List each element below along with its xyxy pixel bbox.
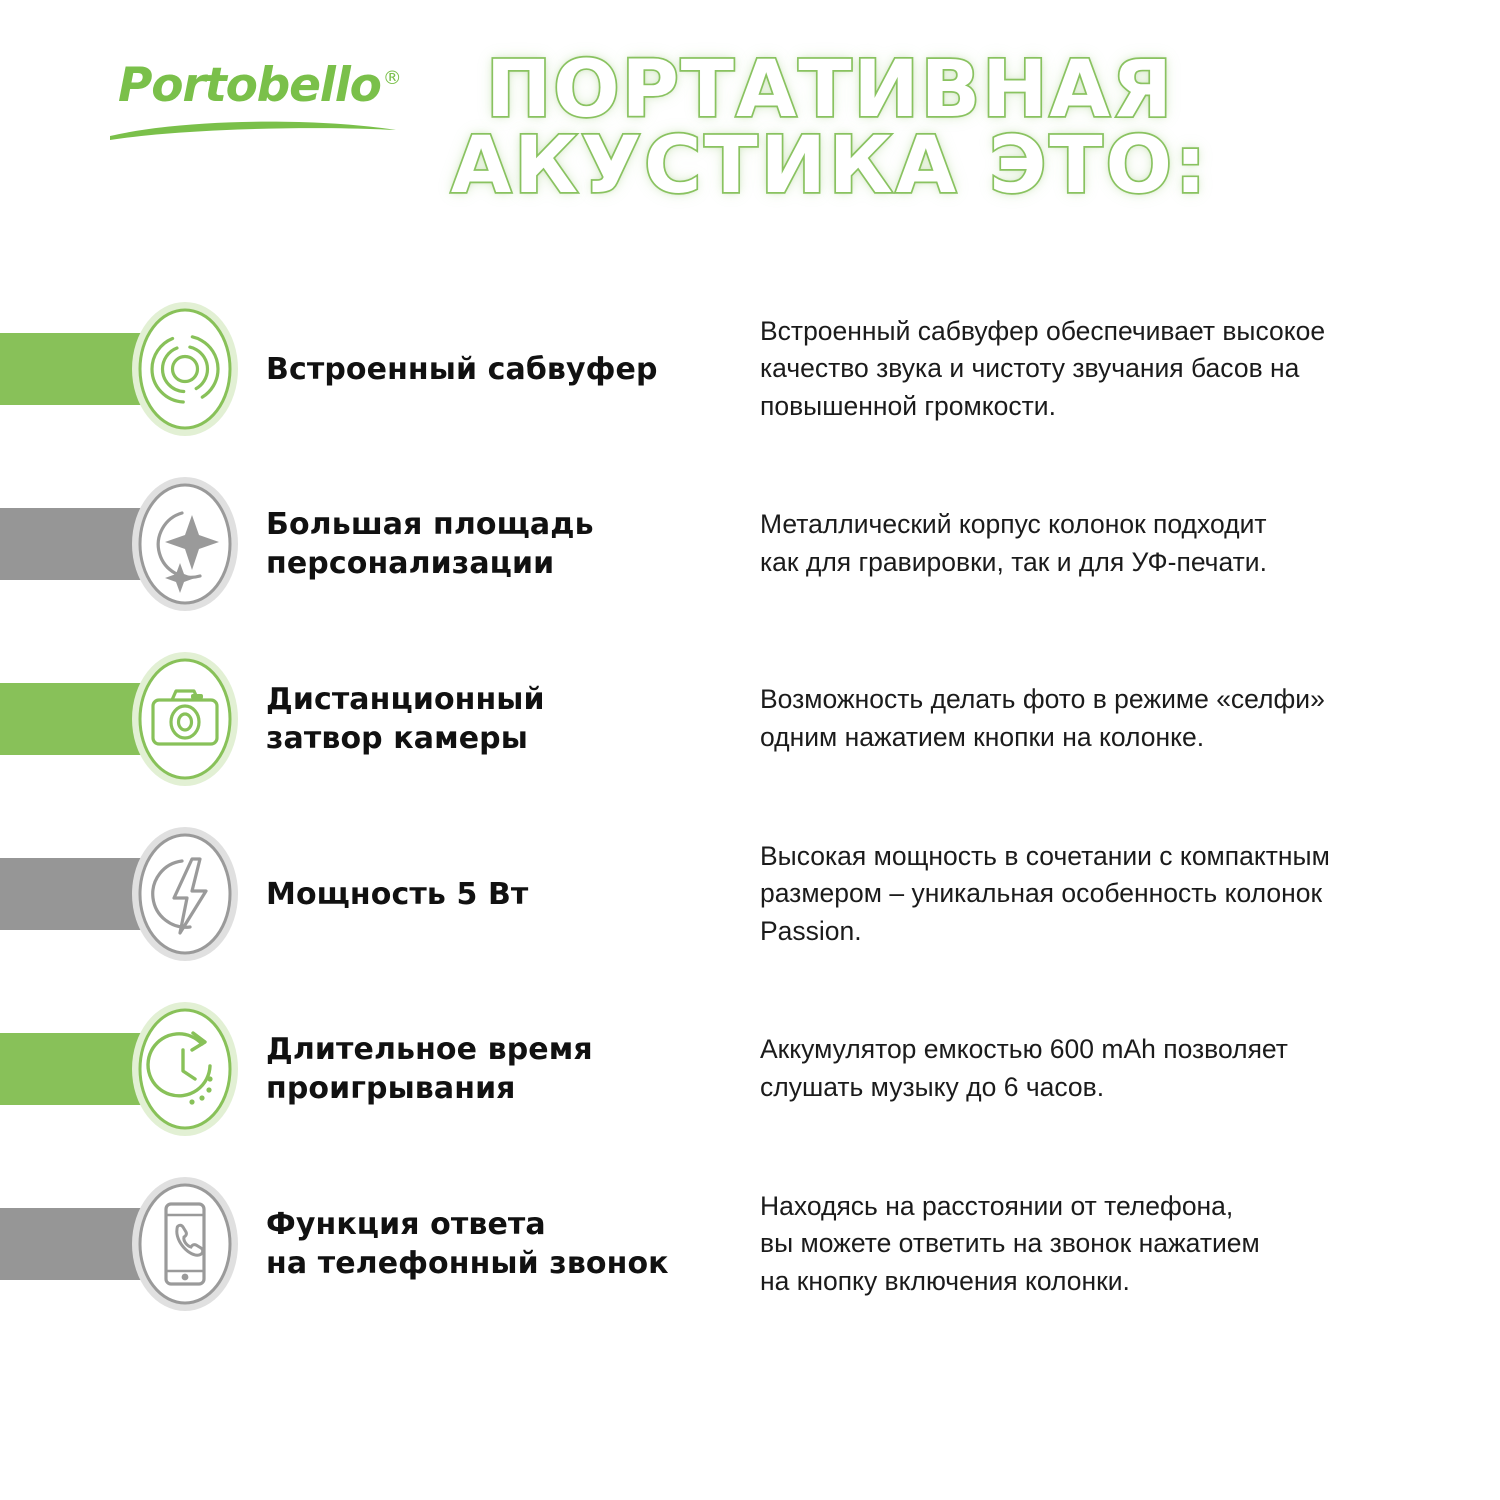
page-title-line-1: ПОРТАТИВНАЯ <box>484 45 1174 135</box>
feature-desc-line: повышенной громкости. <box>760 390 1056 421</box>
feature-title-line: на телефонный звонок <box>266 1246 669 1281</box>
power-bolt-icon <box>130 825 240 963</box>
feature-desc-line: на кнопку включения колонки. <box>760 1265 1130 1296</box>
feature-desc-line: вы можете ответить на звонок нажатием <box>760 1228 1260 1259</box>
logo-swoosh-icon <box>110 121 396 140</box>
feature-title-line: Большая площадь <box>266 507 594 542</box>
feature-title: Большая площадь персонализации <box>266 475 726 613</box>
feature-desc-line: Встроенный сабвуфер обеспечивает высокое <box>760 315 1326 346</box>
feature-description: Аккумулятор емкостью 600 mAh позволяет с… <box>760 1000 1440 1138</box>
feature-desc-line: Металлический корпус колонок подходит <box>760 509 1267 540</box>
feature-title: Длительное время проигрывания <box>266 1000 726 1138</box>
subwoofer-icon <box>130 300 240 438</box>
feature-description: Возможность делать фото в режиме «селфи»… <box>760 650 1440 788</box>
feature-row: Мощность 5 Вт Высокая мощность в сочетан… <box>0 825 1500 1000</box>
feature-title: Встроенный сабвуфер <box>266 300 726 438</box>
logo-wordmark: Portobello ® <box>118 62 408 109</box>
feature-title-line: Встроенный сабвуфер <box>266 351 658 387</box>
feature-desc-line: как для гравировки, так и для УФ-печати. <box>760 547 1267 577</box>
camera-icon <box>130 650 240 788</box>
feature-row: Большая площадь персонализации Металличе… <box>0 475 1500 650</box>
feature-list: Встроенный сабвуфер Встроенный сабвуфер … <box>0 300 1500 1365</box>
brand-logo: Portobello ® <box>110 62 408 152</box>
page-title: ПОРТАТИВНАЯ АКУСТИКА ЭТО: <box>430 45 1230 212</box>
feature-description: Находясь на расстоянии от телефона, вы м… <box>760 1175 1440 1313</box>
feature-desc-line: качество звука и чистоту звучания басов … <box>760 353 1300 384</box>
phone-call-icon <box>130 1175 240 1313</box>
feature-desc-line: Аккумулятор емкостью 600 mAh позволяет <box>760 1034 1288 1065</box>
feature-description: Высокая мощность в сочетании с компактны… <box>760 825 1440 963</box>
feature-title-line: затвор камеры <box>266 721 528 756</box>
logo-wordmark-text: Portobello <box>118 58 382 113</box>
feature-title-line: персонализации <box>266 546 555 581</box>
feature-desc-line: Высокая мощность в сочетании с компактны… <box>760 840 1330 871</box>
sparkle-icon <box>130 475 240 613</box>
registered-trademark-icon: ® <box>382 67 402 90</box>
feature-row: Длительное время проигрывания Аккумулято… <box>0 1000 1500 1175</box>
feature-title: Функция ответа на телефонный звонок <box>266 1175 726 1313</box>
feature-description: Металлический корпус колонок подходит ка… <box>760 475 1440 613</box>
feature-desc-line: Находясь на расстоянии от телефона, <box>760 1190 1234 1221</box>
feature-row: Встроенный сабвуфер Встроенный сабвуфер … <box>0 300 1500 475</box>
feature-desc-line: Passion. <box>760 915 862 946</box>
feature-row: Дистанционный затвор камеры Возможность … <box>0 650 1500 825</box>
page-header: Portobello ® ПОРТАТИВНАЯ АКУСТИКА ЭТО: <box>0 0 1500 270</box>
feature-title: Мощность 5 Вт <box>266 825 726 963</box>
clock-icon <box>130 1000 240 1138</box>
feature-title-line: Длительное время <box>266 1032 593 1067</box>
feature-desc-line: размером – уникальная особенность колоно… <box>760 878 1323 909</box>
feature-desc-line: одним нажатием кнопки на колонке. <box>760 722 1205 752</box>
feature-title-line: Дистанционный <box>266 682 545 717</box>
page-title-line-2: АКУСТИКА ЭТО: <box>449 121 1210 212</box>
feature-desc-line: слушать музыку до 6 часов. <box>760 1072 1105 1102</box>
feature-title-line: Мощность 5 Вт <box>266 876 529 912</box>
feature-title: Дистанционный затвор камеры <box>266 650 726 788</box>
feature-title-line: Функция ответа <box>266 1207 546 1242</box>
feature-title-line: проигрывания <box>266 1071 516 1106</box>
feature-description: Встроенный сабвуфер обеспечивает высокое… <box>760 300 1440 438</box>
feature-desc-line: Возможность делать фото в режиме «селфи» <box>760 684 1325 715</box>
feature-row: Функция ответа на телефонный звонок Нахо… <box>0 1175 1500 1365</box>
